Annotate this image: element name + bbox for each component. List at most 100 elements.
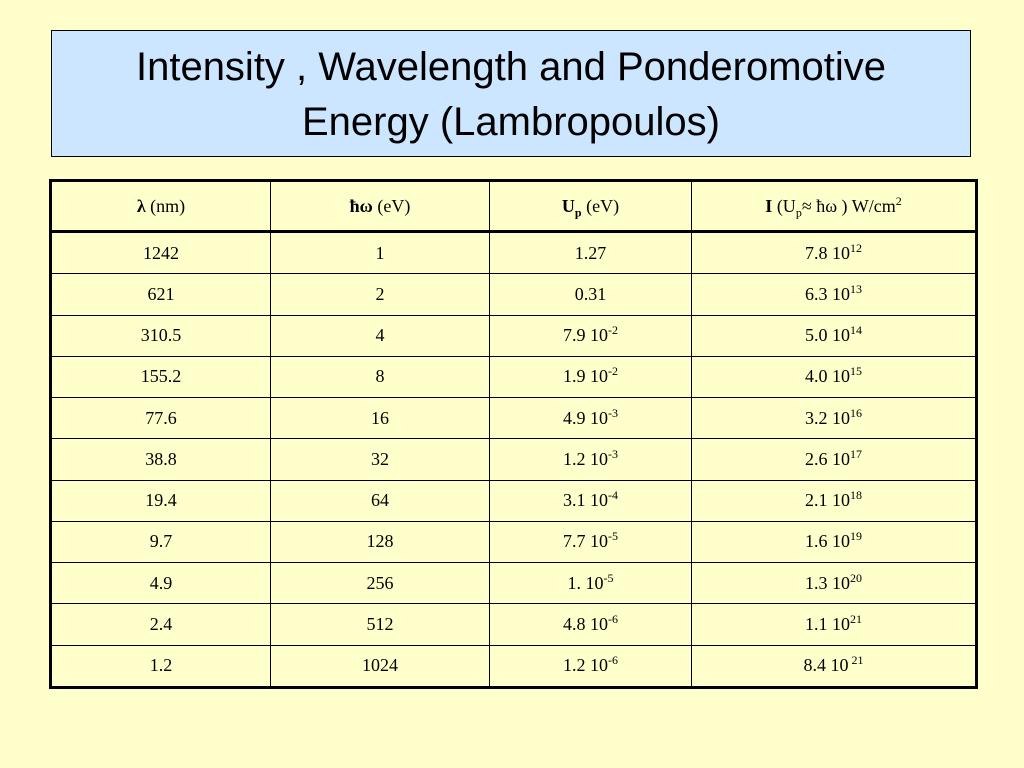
cell-intensity-base: 1.3 10 bbox=[805, 572, 850, 593]
cell-photon-energy: 16 bbox=[270, 397, 490, 440]
header-intensity-open: (U bbox=[772, 195, 796, 216]
slide-title-line-2: Energy (Lambropoulos) bbox=[302, 99, 720, 144]
header-intensity-symbol: I bbox=[765, 195, 773, 216]
header-intensity-subscript: p bbox=[795, 205, 802, 220]
cell-intensity: 1.6 1019 bbox=[691, 520, 977, 564]
header-wavelength-symbol: λ bbox=[136, 195, 146, 216]
header-photon-energy: ħω (eV) bbox=[270, 180, 490, 233]
header-wavelength-unit: (nm) bbox=[145, 195, 186, 216]
cell-up-exponent: -6 bbox=[608, 653, 618, 668]
cell-intensity: 3.2 1016 bbox=[691, 397, 977, 440]
cell-ponderomotive-energy: 4.9 10-3 bbox=[489, 397, 692, 440]
table-header-row: λ (nm) ħω (eV) Up (eV) I (Up≈ ħω ) W/cm2 bbox=[50, 180, 977, 233]
header-wavelength: λ (nm) bbox=[50, 180, 271, 233]
cell-up-exponent: -4 bbox=[608, 488, 618, 503]
cell-up-exponent: -3 bbox=[608, 405, 618, 420]
cell-intensity-base: 1.1 10 bbox=[805, 614, 850, 635]
cell-intensity-exponent: 18 bbox=[850, 488, 862, 503]
cell-photon-energy: 2 bbox=[270, 273, 490, 316]
cell-intensity-exponent: 16 bbox=[850, 405, 862, 420]
cell-intensity-base: 1.6 10 bbox=[805, 531, 850, 552]
cell-intensity: 2.6 1017 bbox=[691, 438, 977, 481]
header-photon-energy-symbol: ħω bbox=[349, 195, 373, 216]
cell-intensity-exponent: 21 bbox=[850, 612, 862, 627]
cell-ponderomotive-energy: 1.9 10-2 bbox=[489, 355, 692, 399]
cell-intensity-exponent: 17 bbox=[850, 446, 862, 461]
table-row: 310.5 4 7.9 10-2 5.0 1014 bbox=[50, 314, 977, 357]
cell-intensity-exponent: 13 bbox=[850, 281, 862, 296]
cell-intensity-exponent: 15 bbox=[850, 364, 862, 379]
slide-title: Intensity , Wavelength and Ponderomotive… bbox=[136, 38, 886, 150]
cell-up-base: 7.9 10 bbox=[563, 325, 608, 346]
cell-ponderomotive-energy: 4.8 10-6 bbox=[489, 603, 692, 646]
cell-wavelength: 77.6 bbox=[50, 397, 271, 440]
cell-up-base: 0.31 bbox=[574, 283, 607, 304]
cell-photon-energy: 4 bbox=[270, 314, 490, 357]
header-intensity: I (Up≈ ħω ) W/cm2 bbox=[691, 180, 977, 233]
cell-wavelength: 155.2 bbox=[50, 355, 271, 399]
cell-wavelength: 310.5 bbox=[50, 314, 271, 357]
data-table: λ (nm) ħω (eV) Up (eV) I (Up≈ ħω ) W/cm2… bbox=[49, 179, 978, 689]
cell-photon-energy: 512 bbox=[270, 603, 490, 646]
cell-intensity-base: 2.1 10 bbox=[805, 490, 850, 511]
cell-ponderomotive-energy: 1.2 10-3 bbox=[489, 438, 692, 481]
cell-intensity: 7.8 1012 bbox=[691, 230, 977, 275]
cell-up-base: 1.2 10 bbox=[563, 448, 608, 469]
cell-wavelength: 621 bbox=[50, 273, 271, 316]
cell-intensity-base: 8.4 10 bbox=[803, 655, 849, 676]
cell-intensity-base: 3.2 10 bbox=[805, 407, 850, 428]
cell-up-base: 1.27 bbox=[574, 242, 607, 263]
cell-up-base: 1.2 10 bbox=[563, 655, 608, 676]
cell-up-exponent: -6 bbox=[608, 612, 618, 627]
cell-intensity: 2.1 1018 bbox=[691, 479, 977, 522]
table-row: 1.2 1024 1.2 10-6 8.4 10 21 bbox=[50, 644, 977, 689]
table-body: 1242 1 1.27 7.8 1012 621 2 0.31 6.3 1013 310.5 4 7… bbox=[50, 230, 977, 689]
table-row: 19.4 64 3.1 10-4 2.1 1018 bbox=[50, 479, 977, 522]
table-row: 38.8 32 1.2 10-3 2.6 1017 bbox=[50, 438, 977, 481]
cell-photon-energy: 32 bbox=[270, 438, 490, 481]
cell-ponderomotive-energy: 7.7 10-5 bbox=[489, 520, 692, 564]
cell-intensity-base: 6.3 10 bbox=[805, 283, 850, 304]
cell-up-exponent: -5 bbox=[608, 529, 618, 544]
title-box: Intensity , Wavelength and Ponderomotive… bbox=[51, 30, 971, 157]
header-photon-energy-unit: (eV) bbox=[372, 195, 411, 216]
cell-photon-energy: 8 bbox=[270, 355, 490, 399]
cell-up-base: 4.8 10 bbox=[563, 614, 608, 635]
header-intensity-approx: ≈ ħω ) W/cm bbox=[801, 195, 896, 216]
cell-photon-energy: 1024 bbox=[270, 644, 490, 689]
cell-photon-energy: 1 bbox=[270, 230, 490, 275]
cell-intensity: 5.0 1014 bbox=[691, 314, 977, 357]
cell-up-exponent: -2 bbox=[608, 364, 618, 379]
data-table-container: λ (nm) ħω (eV) Up (eV) I (Up≈ ħω ) W/cm2… bbox=[49, 179, 978, 689]
cell-up-base: 4.9 10 bbox=[563, 407, 608, 428]
cell-intensity: 8.4 10 21 bbox=[691, 644, 977, 689]
cell-intensity-exponent: 19 bbox=[850, 529, 862, 544]
cell-intensity-exponent: 20 bbox=[850, 570, 862, 585]
cell-intensity-base: 2.6 10 bbox=[805, 448, 850, 469]
cell-intensity-base: 7.8 10 bbox=[805, 242, 850, 263]
table-row: 4.9 256 1. 10-5 1.3 1020 bbox=[50, 562, 977, 605]
cell-intensity-exponent: 12 bbox=[850, 240, 862, 255]
cell-ponderomotive-energy: 1.27 bbox=[489, 230, 692, 275]
header-up-symbol: U bbox=[561, 195, 575, 216]
cell-up-exponent: -5 bbox=[603, 570, 614, 585]
table-row: 1242 1 1.27 7.8 1012 bbox=[50, 230, 977, 275]
cell-photon-energy: 64 bbox=[270, 479, 490, 522]
cell-intensity: 4.0 1015 bbox=[691, 355, 977, 399]
cell-ponderomotive-energy: 7.9 10-2 bbox=[489, 314, 692, 357]
cell-up-base: 3.1 10 bbox=[563, 490, 608, 511]
cell-up-exponent: -2 bbox=[608, 323, 618, 338]
cell-wavelength: 38.8 bbox=[50, 438, 271, 481]
cell-photon-energy: 256 bbox=[270, 562, 490, 605]
cell-wavelength: 2.4 bbox=[50, 603, 271, 646]
cell-intensity: 1.1 1021 bbox=[691, 603, 977, 646]
table-row: 155.2 8 1.9 10-2 4.0 1015 bbox=[50, 355, 977, 399]
header-ponderomotive-energy: Up (eV) bbox=[489, 180, 692, 233]
cell-wavelength: 19.4 bbox=[50, 479, 271, 522]
table-row: 2.4 512 4.8 10-6 1.1 1021 bbox=[50, 603, 977, 646]
cell-intensity: 1.3 1020 bbox=[691, 562, 977, 605]
cell-intensity-exponent: 21 bbox=[851, 653, 864, 668]
cell-up-exponent: -3 bbox=[608, 446, 618, 461]
slide-title-line-1: Intensity , Wavelength and Ponderomotive bbox=[135, 44, 887, 89]
table-row: 621 2 0.31 6.3 1013 bbox=[50, 273, 977, 316]
